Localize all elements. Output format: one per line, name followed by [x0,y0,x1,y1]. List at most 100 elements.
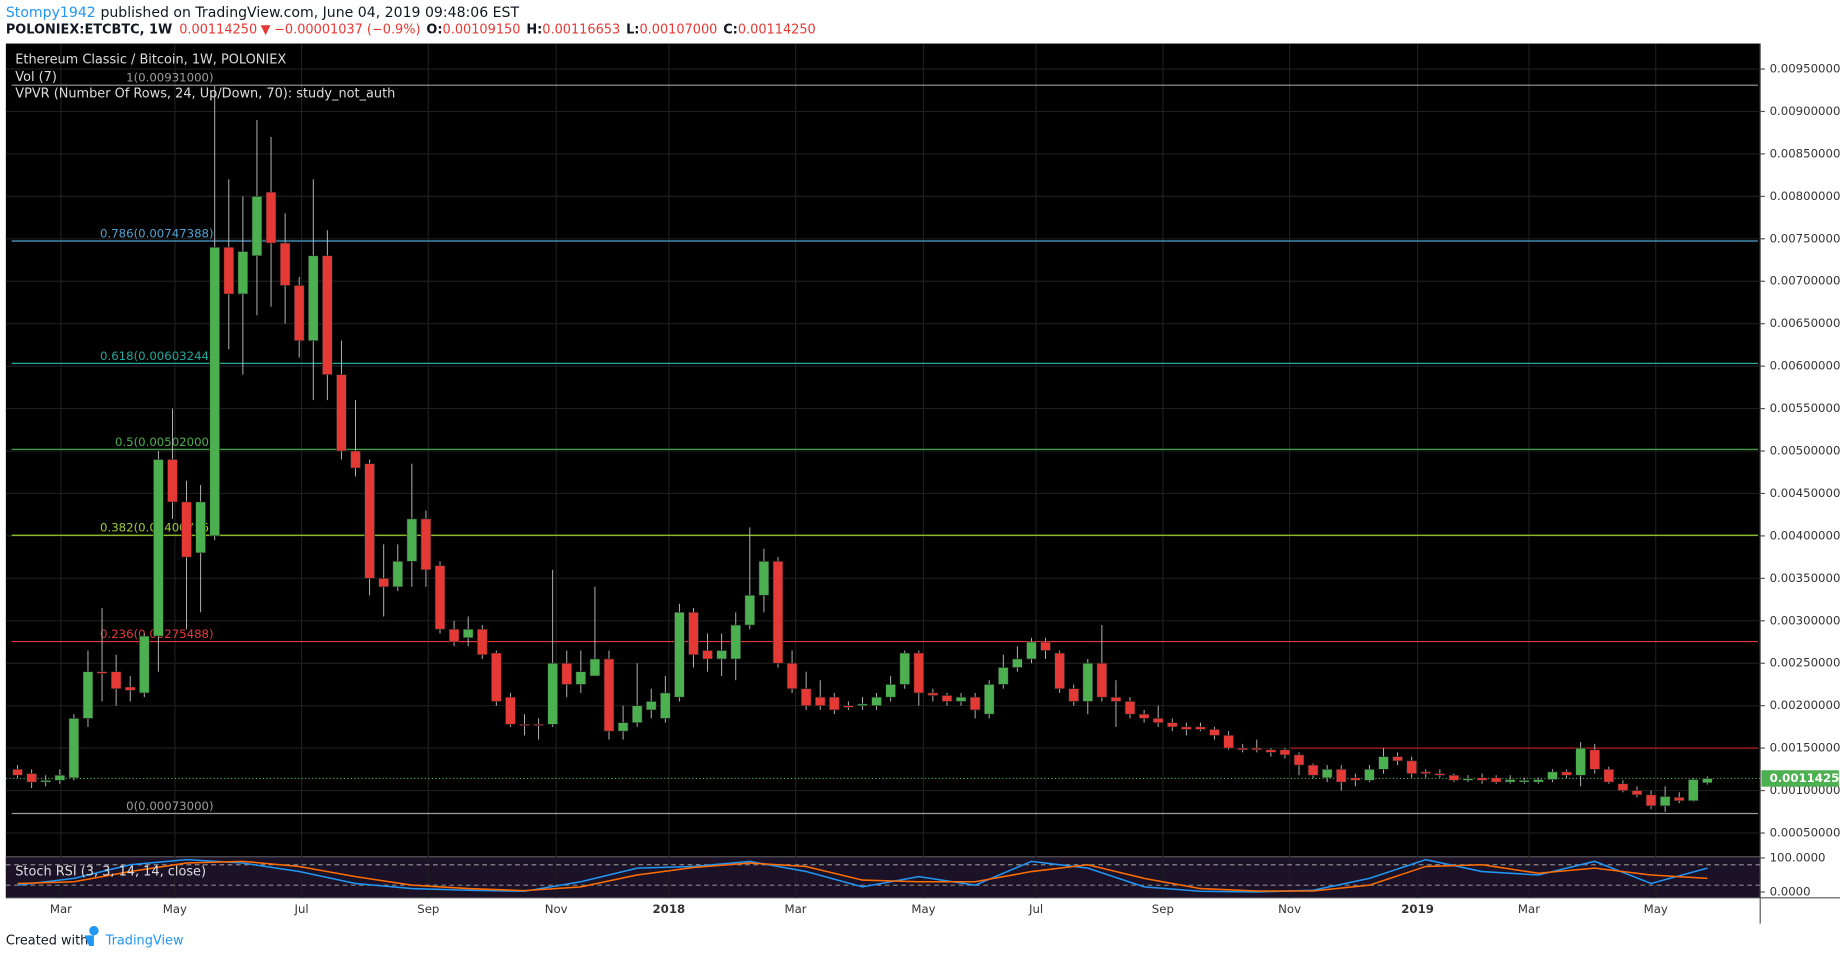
candle-body [110,671,122,689]
y-tick-label: 0.00600000 [1770,359,1840,373]
candle-body [26,773,37,783]
y-tick-label: 0.00850000 [1770,146,1840,160]
x-tick-label: Nov [1278,902,1301,916]
candle-body [1462,778,1474,781]
candle-body [279,242,291,286]
candle-body [124,686,136,691]
candle-body [772,561,784,664]
candle-body [688,612,699,656]
candle-body [646,701,657,711]
candle-body [308,255,319,341]
candle-body [1223,735,1234,749]
candle-body [786,662,798,689]
candle-body [1448,774,1460,781]
y-tick-label: 0.00950000 [1770,62,1840,76]
candle-body [40,780,51,783]
legend-vol: Vol (7) [15,70,57,85]
candle-body [589,658,601,677]
candle-body [561,662,572,685]
y-tick-label: 0.00650000 [1770,316,1840,330]
x-tick-label: Mar [785,902,807,916]
ohlc-value: 0.00114250 [738,22,816,37]
stoch-line [17,858,1708,893]
candle-body [800,688,812,706]
y-tick-label: 0.00500000 [1770,444,1840,458]
y-tick-label: 0.00350000 [1770,571,1840,585]
ohlc-value: 0.00109150 [443,22,521,37]
x-tick-label: May [163,902,187,916]
candle-body [1631,790,1643,796]
y-tick-label: 0.00750000 [1770,231,1840,245]
candle-body [1378,756,1389,770]
last: 0.00114250 [179,22,257,37]
publish-line: Stompy1942 published on TradingView.com, … [6,5,520,21]
candle-body [237,251,249,295]
y-tick-label: 100.0000 [1770,850,1826,864]
candle-body [1167,722,1178,728]
ohlc-label: L: [626,22,639,37]
stoch-rsi [5,858,1761,893]
candle-body [1603,769,1615,783]
stoch-title: Stoch RSI (3, 3, 14, 14, close) [15,865,206,880]
x-tick-label: Mar [1518,902,1540,916]
candle-body [1138,713,1150,719]
candle-body [1505,779,1516,783]
x-tick-label: May [1644,902,1668,916]
candle-body [716,650,727,660]
candle-body [1265,749,1277,753]
candle-body [955,696,967,702]
published: published on TradingView.com, June 04, 2… [100,5,519,21]
candle-body [1476,777,1488,781]
legend-title: Ethereum Classic / Bitcoin, 1W, POLONIEX [15,52,286,67]
candle-body [1420,771,1431,774]
author[interactable]: Stompy1942 [6,5,96,21]
candle-body [1589,749,1600,770]
candle-body [1547,771,1558,780]
candle-body [1519,780,1530,783]
footer-brand[interactable]: TradingView [105,934,184,949]
candle-body [1209,729,1220,736]
ohlc-label: O: [426,22,442,37]
candle-body [1406,760,1417,774]
candle-body [744,595,756,626]
candle-body [1617,783,1629,791]
candle-body [364,463,375,579]
candle-body [1307,764,1319,776]
candle-body [829,696,840,711]
candle-body [702,650,713,660]
candle-body [815,696,826,706]
y-tick-label: 0.00300000 [1770,613,1840,627]
y-tick-label: 0.00150000 [1770,741,1840,755]
candle-body [758,561,770,596]
candle-body [603,658,615,732]
y-tick-label: 0.00900000 [1770,104,1840,118]
candle-body [1054,652,1065,689]
candle-body [899,652,910,685]
candle-body [322,255,333,375]
stoch-line [17,860,1708,892]
candle-body [406,518,418,562]
plot-background [5,43,1761,898]
footer-text: Created with [6,934,88,949]
candle-body [336,374,347,452]
candle-body [82,671,94,719]
candle-body [251,196,263,257]
candle-body [1688,779,1699,802]
candle-body [1321,769,1333,779]
symbol: POLONIEX:ETCBTC, 1W [6,22,172,37]
candle-body [209,246,220,537]
last-price-box [1761,770,1839,787]
candle-body [1068,688,1079,702]
y-tick-label: 0.00400000 [1770,528,1840,542]
candle-body [1096,662,1108,698]
candle-body [1336,769,1347,783]
candle-body [392,561,403,588]
candle-body [139,635,150,694]
candle-body [885,684,896,698]
candle-body [1279,749,1291,756]
candle-body [491,652,502,702]
candle-body [434,565,446,630]
x-tick-label: Mar [50,902,72,916]
candle-body [533,724,544,726]
candle-body [350,450,361,469]
